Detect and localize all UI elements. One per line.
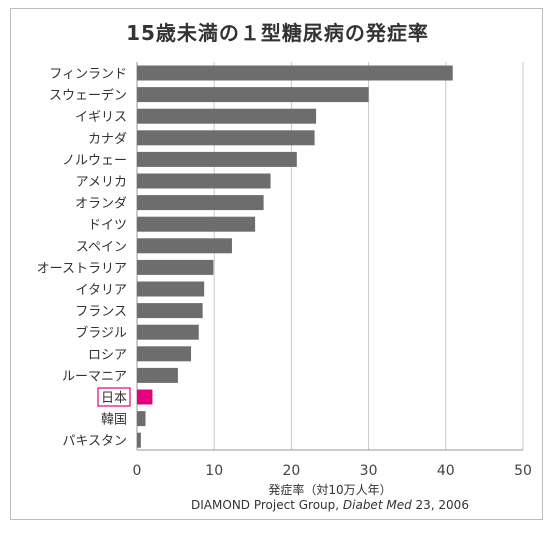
- source-suffix: 23, 2006: [411, 498, 469, 512]
- category-label: スウェーデン: [49, 88, 127, 104]
- bar: [137, 65, 453, 81]
- bar: [137, 346, 192, 362]
- bar: [137, 87, 369, 103]
- bar: [137, 303, 203, 319]
- bar: [137, 411, 146, 427]
- x-tick-label: 0: [133, 463, 142, 479]
- bar: [137, 389, 153, 405]
- category-label: フィンランド: [49, 67, 127, 82]
- bar: [137, 238, 232, 254]
- x-tick-label: 40: [437, 463, 455, 479]
- x-tick-label: 20: [282, 463, 300, 479]
- category-label: ドイツ: [88, 218, 127, 233]
- bar: [137, 130, 315, 146]
- category-label: 日本: [101, 391, 127, 406]
- bar: [137, 281, 205, 297]
- category-label: オランダ: [75, 197, 127, 212]
- category-label: 韓国: [101, 413, 127, 428]
- x-axis-label: 発症率（対10万人年）: [268, 483, 392, 497]
- category-label: ルーマニア: [62, 369, 127, 384]
- x-tick-label: 30: [360, 463, 378, 479]
- source-prefix: DIAMOND Project Group,: [191, 498, 343, 512]
- category-label: オーストラリア: [37, 261, 127, 276]
- bar: [137, 324, 199, 340]
- category-label: パキスタン: [62, 434, 127, 449]
- bar: [137, 367, 178, 383]
- source-journal: Diabet Med: [342, 498, 412, 512]
- bar: [137, 216, 256, 232]
- bar: [137, 108, 317, 124]
- category-label: カナダ: [88, 132, 127, 147]
- x-tick-label: 50: [514, 463, 532, 479]
- x-tick-label: 10: [205, 463, 223, 479]
- category-label: ノルウェー: [62, 153, 127, 168]
- chart-title: 15歳未満の１型糖尿病の発症率: [126, 21, 429, 45]
- bar: [137, 195, 264, 211]
- category-label: ブラジル: [75, 325, 127, 341]
- bar: [137, 151, 297, 167]
- bar: [137, 432, 141, 448]
- bar: [137, 173, 271, 189]
- highlight-box: [97, 387, 131, 407]
- category-label: スペイン: [76, 240, 127, 255]
- category-label: イタリア: [76, 283, 127, 298]
- category-label: イギリス: [75, 110, 127, 125]
- source-citation: DIAMOND Project Group, Diabet Med 23, 20…: [137, 498, 523, 512]
- category-label: フランス: [75, 305, 127, 320]
- category-label: ロシア: [88, 348, 127, 363]
- category-label: アメリカ: [76, 175, 127, 190]
- bar: [137, 259, 214, 275]
